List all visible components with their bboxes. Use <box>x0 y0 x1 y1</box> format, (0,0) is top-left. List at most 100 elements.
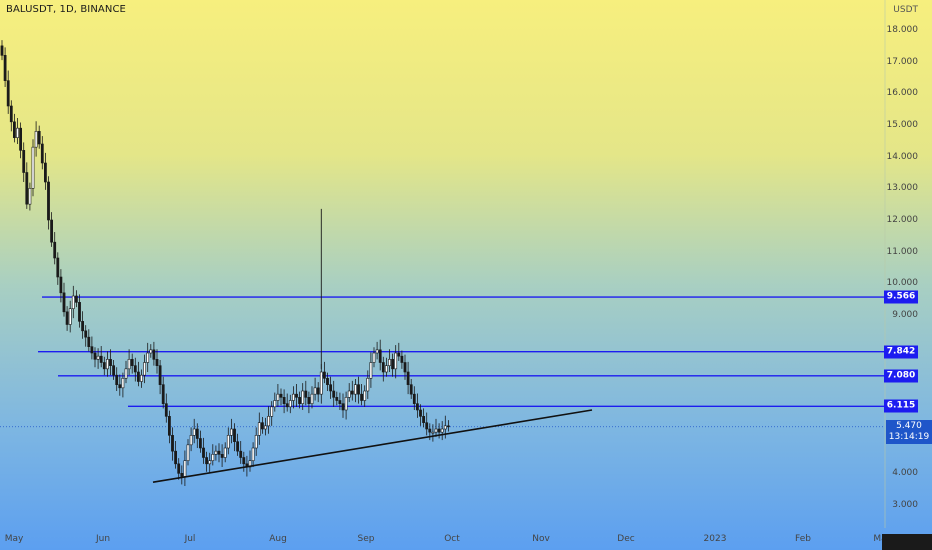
time-tick-label: Ma <box>873 534 887 544</box>
candle <box>236 433 240 456</box>
candle <box>319 364 323 404</box>
candle <box>378 339 382 371</box>
price-tick-label: 9.000 <box>892 310 918 320</box>
candle <box>384 357 388 377</box>
time-tick-label: Jul <box>184 534 196 544</box>
candle <box>180 465 184 485</box>
candle <box>260 416 264 434</box>
candle <box>68 300 72 333</box>
candle <box>189 427 193 452</box>
candle <box>298 391 302 409</box>
candle <box>273 392 277 412</box>
time-tick-label: May <box>4 534 24 544</box>
price-tick-label: 15.000 <box>886 120 919 130</box>
candle <box>257 412 261 445</box>
candle <box>99 346 103 368</box>
time-tick-label: Jun <box>95 534 111 544</box>
candle <box>102 356 106 376</box>
candle <box>316 382 320 403</box>
candle <box>25 162 29 209</box>
candle <box>112 359 116 380</box>
candle <box>406 361 410 395</box>
candle <box>267 406 271 434</box>
level-price-badge: 9.566 <box>884 290 918 304</box>
candle <box>87 329 91 352</box>
candle <box>205 451 209 472</box>
candle <box>16 118 19 144</box>
candle <box>124 360 128 384</box>
candle <box>310 386 314 409</box>
price-tick-label: 16.000 <box>886 88 919 99</box>
candle <box>106 351 109 377</box>
candle <box>59 269 63 303</box>
candle <box>211 444 215 466</box>
price-tick-label: 13.000 <box>886 183 919 194</box>
candle <box>291 386 295 409</box>
candle <box>347 383 351 403</box>
candle <box>288 394 292 414</box>
candle <box>140 369 143 388</box>
candle <box>133 357 137 382</box>
candle <box>363 385 367 407</box>
candle <box>409 378 413 399</box>
candle <box>353 378 357 403</box>
candle <box>226 427 230 455</box>
candle <box>375 341 379 360</box>
candle <box>34 121 38 157</box>
candle <box>127 349 131 376</box>
countdown-timer: 13:14:19 <box>888 432 930 442</box>
candle <box>279 388 283 406</box>
candle <box>422 408 426 428</box>
candle <box>220 444 224 467</box>
candle <box>440 421 444 441</box>
candle <box>338 392 342 410</box>
candle <box>121 372 125 398</box>
candle <box>217 443 221 463</box>
price-tick-label: 10.000 <box>886 278 919 289</box>
price-tick-label: 12.000 <box>886 215 919 225</box>
candle <box>295 384 298 407</box>
candle <box>174 441 178 469</box>
candle <box>152 341 156 366</box>
candle <box>276 384 280 407</box>
current-price-badge: 5.470 13:14:19 <box>886 420 932 444</box>
candle <box>329 376 333 399</box>
candle <box>322 361 326 384</box>
candle <box>161 376 165 409</box>
candle <box>28 182 32 211</box>
candle <box>146 342 150 372</box>
candle <box>109 349 112 376</box>
candle <box>415 393 419 418</box>
candle <box>78 294 81 328</box>
price-tick-label: 3.000 <box>892 500 918 510</box>
candle <box>75 290 78 308</box>
price-tick-label: 18.000 <box>886 25 919 35</box>
candle <box>3 47 7 87</box>
candle <box>9 100 13 132</box>
level-price-badge: 7.842 <box>884 345 918 359</box>
candle <box>202 437 205 464</box>
candle <box>443 415 447 439</box>
candle <box>313 377 317 401</box>
candle <box>90 336 94 360</box>
candle <box>195 423 199 448</box>
candle <box>335 391 339 406</box>
time-tick-label: Oct <box>444 534 460 544</box>
symbol-title: BALUSDT, 1D, BINANCE <box>6 4 126 15</box>
candle <box>158 359 162 395</box>
candle <box>419 404 422 426</box>
price-tick-label: 14.000 <box>886 151 919 162</box>
time-tick-label: Dec <box>617 534 635 544</box>
current-price-value: 5.470 <box>896 421 922 431</box>
candle <box>65 306 69 331</box>
candle <box>397 342 401 361</box>
candle <box>37 125 41 149</box>
time-tick-label: Sep <box>357 534 375 544</box>
level-price-badge: 7.080 <box>884 369 918 383</box>
ascending-trendline[interactable] <box>152 409 593 483</box>
candle <box>381 356 385 382</box>
candle <box>214 445 218 461</box>
candle <box>431 424 435 442</box>
candle <box>183 450 187 486</box>
